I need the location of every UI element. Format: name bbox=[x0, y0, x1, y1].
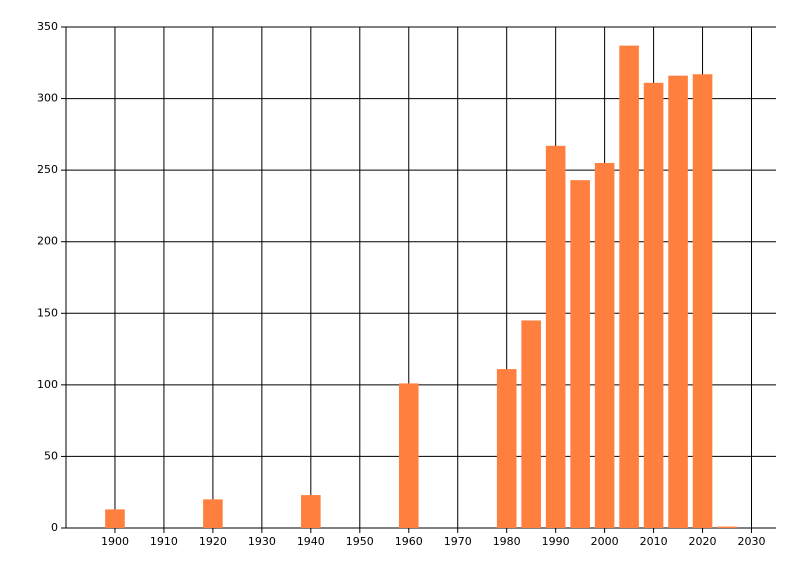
bar bbox=[619, 45, 639, 528]
y-tick-label: 0 bbox=[51, 521, 58, 534]
bar bbox=[570, 180, 590, 529]
y-tick-label: 100 bbox=[37, 378, 58, 391]
x-tick-label: 1910 bbox=[150, 535, 178, 548]
x-tick-label: 1900 bbox=[101, 535, 129, 548]
x-tick-label: 1920 bbox=[199, 535, 227, 548]
bar bbox=[545, 145, 566, 528]
x-tick-label: 2000 bbox=[591, 535, 619, 548]
bar bbox=[105, 509, 125, 528]
x-tick-label: 1980 bbox=[493, 535, 521, 548]
bar bbox=[643, 82, 664, 528]
y-tick-label: 150 bbox=[37, 306, 58, 319]
x-tick-label: 1970 bbox=[444, 535, 472, 548]
bar bbox=[668, 75, 688, 528]
bar bbox=[398, 383, 419, 528]
y-tick-label: 50 bbox=[44, 449, 58, 462]
bar bbox=[692, 74, 713, 528]
x-tick-label: 2020 bbox=[689, 535, 717, 548]
y-tick-label: 200 bbox=[37, 235, 58, 248]
bar bbox=[717, 526, 737, 528]
bar bbox=[594, 162, 615, 528]
x-tick-label: 1940 bbox=[297, 535, 325, 548]
y-tick-label: 300 bbox=[37, 92, 58, 105]
x-tick-label: 1990 bbox=[542, 535, 570, 548]
y-tick-label: 250 bbox=[37, 163, 58, 176]
bar bbox=[496, 369, 517, 528]
bar bbox=[203, 499, 223, 528]
bar bbox=[521, 320, 541, 528]
bar bbox=[301, 495, 321, 528]
x-tick-label: 2010 bbox=[640, 535, 668, 548]
x-tick-label: 1960 bbox=[395, 535, 423, 548]
x-tick-label: 1930 bbox=[248, 535, 276, 548]
x-tick-label: 1950 bbox=[346, 535, 374, 548]
x-tick-label: 2030 bbox=[738, 535, 766, 548]
y-tick-label: 350 bbox=[37, 20, 58, 33]
